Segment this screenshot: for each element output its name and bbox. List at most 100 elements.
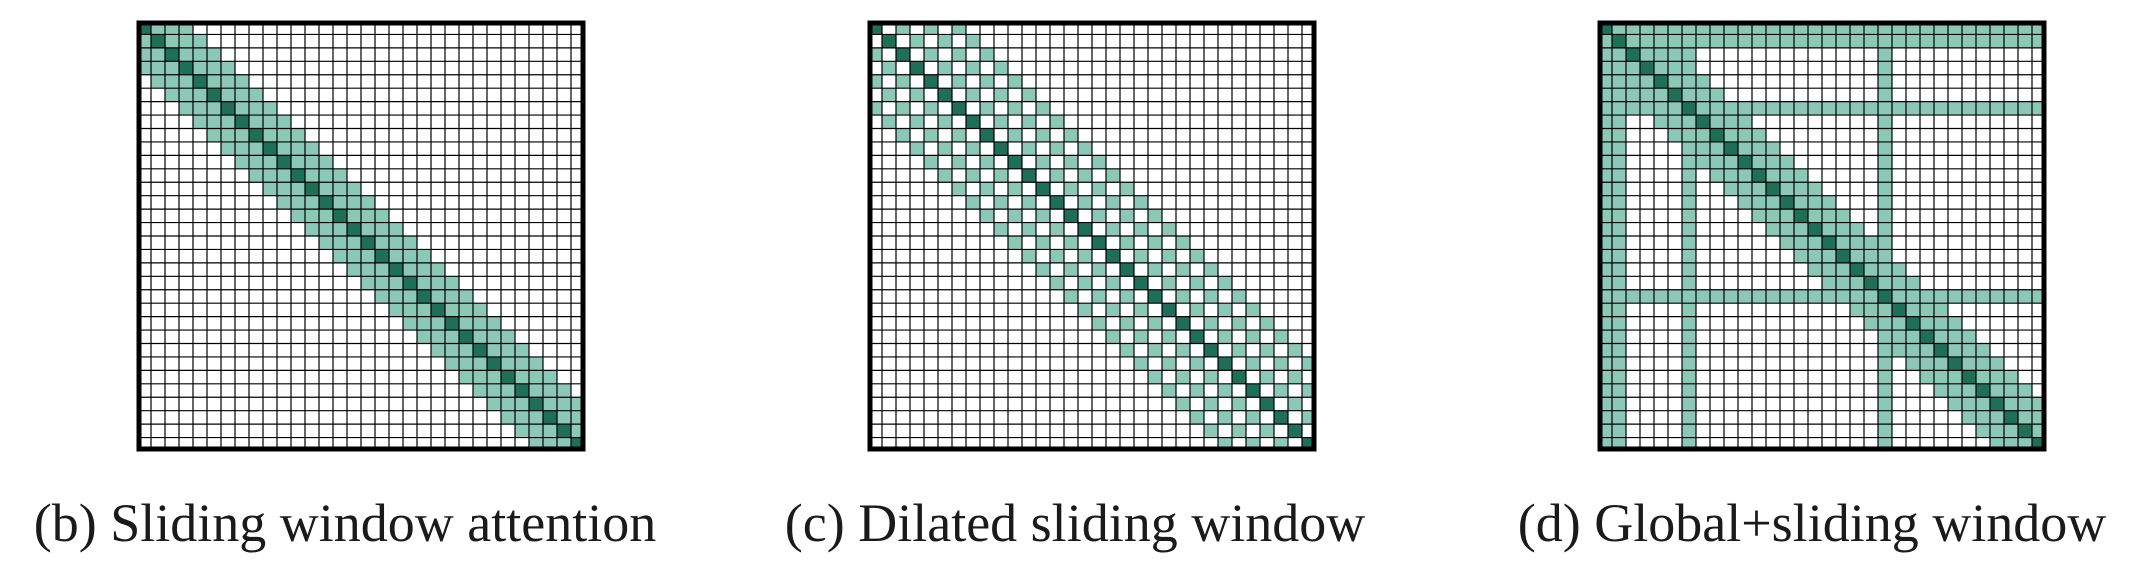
panel-sliding-window: (b) Sliding window attention xyxy=(34,0,807,577)
diagonal-cell xyxy=(1218,356,1232,371)
attended-cell xyxy=(501,330,515,344)
attended-cell xyxy=(2004,424,2018,438)
attended-cell xyxy=(1612,61,1626,75)
attention-matrix-dilated xyxy=(867,20,1317,452)
attended-cell xyxy=(1752,209,1766,223)
diagonal-cell xyxy=(473,343,487,357)
attended-cell xyxy=(1232,424,1246,438)
attended-cell xyxy=(1836,262,1850,277)
attended-cell xyxy=(1064,155,1078,169)
attended-cell xyxy=(1654,101,1668,116)
attended-cell xyxy=(1612,276,1626,290)
attended-cell xyxy=(1948,397,1962,411)
diagonal-cell xyxy=(952,101,966,116)
attended-cell xyxy=(347,249,361,263)
attended-cell xyxy=(1892,276,1906,290)
diagonal-cell xyxy=(151,34,165,48)
attended-cell xyxy=(1064,128,1078,142)
attended-cell xyxy=(1850,303,1864,317)
attended-cell xyxy=(1836,289,1850,304)
attended-cell xyxy=(389,303,403,317)
attended-cell xyxy=(1920,34,1934,48)
attended-cell xyxy=(1176,289,1190,304)
attended-cell xyxy=(1724,182,1738,196)
attended-cell xyxy=(515,410,529,425)
attended-cell xyxy=(1162,276,1176,290)
attended-cell xyxy=(1668,34,1682,48)
attended-cell xyxy=(994,88,1008,102)
attended-cell xyxy=(1246,410,1260,425)
panel-dilated-sliding-window: (c) Dilated sliding window xyxy=(785,0,1538,577)
attended-cell xyxy=(1050,168,1064,183)
attended-cell xyxy=(1668,74,1682,89)
attended-cell xyxy=(952,182,966,196)
attended-cell xyxy=(1962,34,1976,48)
attended-cell xyxy=(1808,195,1822,210)
attended-cell xyxy=(375,222,389,236)
attended-cell xyxy=(1780,209,1794,223)
attended-cell xyxy=(1724,128,1738,142)
attended-cell xyxy=(543,424,557,438)
attended-cell xyxy=(1710,168,1724,183)
attended-cell xyxy=(1162,249,1176,263)
attended-cell xyxy=(1626,61,1640,75)
attended-cell xyxy=(207,47,221,62)
attended-cell xyxy=(1640,88,1654,102)
attended-cell xyxy=(1766,101,1780,116)
attended-cell xyxy=(403,262,417,277)
attended-cell xyxy=(924,155,938,169)
attended-cell xyxy=(459,289,473,304)
attended-cell xyxy=(445,356,459,371)
attended-cell xyxy=(1780,155,1794,169)
attended-cell xyxy=(1738,141,1752,156)
attended-cell xyxy=(1696,101,1710,116)
attended-cell xyxy=(1780,222,1794,236)
diagonal-cell xyxy=(249,128,263,142)
attended-cell xyxy=(1682,195,1696,210)
attended-cell xyxy=(1696,88,1710,102)
diagonal-cell xyxy=(1106,249,1120,263)
attended-cell xyxy=(1008,182,1022,196)
attended-cell xyxy=(1724,155,1738,169)
attended-cell xyxy=(207,115,221,129)
attended-cell xyxy=(1990,383,2004,398)
attended-cell xyxy=(1612,182,1626,196)
attended-cell xyxy=(1050,115,1064,129)
attended-cell xyxy=(445,289,459,304)
attended-cell xyxy=(1218,330,1232,344)
attended-cell xyxy=(1682,289,1696,304)
attended-cell xyxy=(529,424,543,438)
attended-cell xyxy=(1064,262,1078,277)
diagonal-cell xyxy=(1176,316,1190,331)
diagonal-cell xyxy=(1008,155,1022,169)
attended-cell xyxy=(1654,34,1668,48)
attended-cell xyxy=(1106,168,1120,183)
attended-cell xyxy=(403,316,417,331)
attended-cell xyxy=(1738,168,1752,183)
attended-cell xyxy=(2004,34,2018,48)
attended-cell xyxy=(1710,115,1724,129)
attended-cell xyxy=(179,34,193,48)
attended-cell xyxy=(389,222,403,236)
attended-cell xyxy=(459,370,473,384)
attended-cell xyxy=(403,303,417,317)
attended-cell xyxy=(1878,155,1892,169)
attended-cell xyxy=(1668,289,1682,304)
attended-cell xyxy=(515,343,529,357)
attended-cell xyxy=(1948,383,1962,398)
attended-cell xyxy=(487,370,501,384)
attended-cell xyxy=(910,115,924,129)
attended-cell xyxy=(980,47,994,62)
attended-cell xyxy=(1990,370,2004,384)
attended-cell xyxy=(305,155,319,169)
diagonal-cell xyxy=(263,141,277,156)
attended-cell xyxy=(1696,141,1710,156)
attended-cell xyxy=(938,115,952,129)
attended-cell xyxy=(487,383,501,398)
attended-cell xyxy=(529,356,543,371)
attended-cell xyxy=(1878,34,1892,48)
attended-cell xyxy=(1682,209,1696,223)
attended-cell xyxy=(165,88,179,102)
attended-cell xyxy=(165,74,179,89)
attended-cell xyxy=(1134,356,1148,371)
